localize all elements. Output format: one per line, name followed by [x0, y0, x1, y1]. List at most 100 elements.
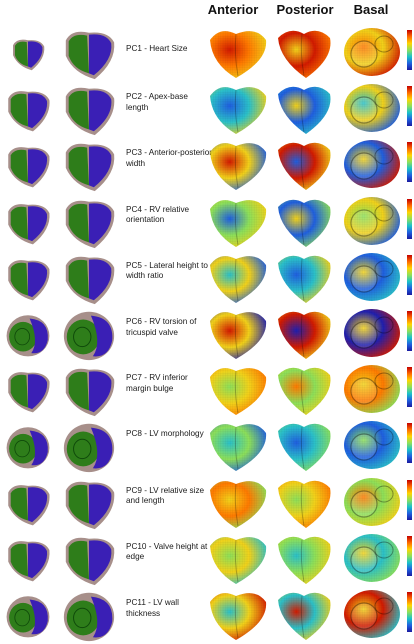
shape-model-low — [8, 540, 50, 582]
shape-model-low — [8, 259, 50, 301]
colorbar — [407, 479, 412, 520]
anterior-heatmap — [210, 143, 267, 191]
header-posterior: Posterior — [276, 2, 334, 17]
colorbar — [407, 535, 412, 576]
rv-shape — [89, 371, 112, 413]
colorbar — [407, 254, 412, 295]
pc-label: PC6 - RV torsion of tricuspid valve — [126, 317, 197, 337]
lv-shape — [9, 602, 38, 633]
pc-row: PC2 - Apex-base length — [0, 78, 414, 136]
pc-label: PC8 - LV morphology — [126, 429, 204, 439]
shape-model-high — [65, 368, 115, 417]
rv-shape — [29, 318, 48, 354]
lv-shape — [10, 543, 28, 577]
lv-shape — [68, 203, 89, 242]
lv-shape — [66, 431, 100, 467]
pc-label: PC1 - Heart Size — [126, 44, 188, 53]
shape-model-high — [65, 256, 115, 304]
shape-model-low — [6, 427, 50, 469]
colorbar — [407, 86, 412, 127]
shape-model-high — [63, 311, 115, 361]
posterior-heatmap — [278, 311, 331, 359]
rv-shape — [29, 430, 48, 466]
posterior-heatmap — [278, 143, 331, 191]
posterior-heatmap — [278, 480, 331, 528]
pc-row: PC3 - Anterior-posterior width — [0, 134, 414, 192]
basal-heatmap — [344, 365, 400, 414]
shape-model-low — [6, 315, 50, 357]
lv-shape — [9, 321, 38, 352]
lv-shape — [66, 600, 100, 636]
shape-model-low — [8, 91, 50, 132]
shape-model-high — [63, 424, 115, 473]
pc-row: PC5 - Lateral height to width ratio — [0, 247, 414, 305]
shape-model-low — [8, 203, 50, 245]
anterior-heatmap — [210, 480, 267, 528]
pc-row: PC10 - Valve height at edge — [0, 528, 414, 586]
anterior-heatmap — [210, 31, 267, 78]
anterior-heatmap — [210, 368, 267, 416]
lv-shape — [66, 319, 100, 355]
colorbar — [407, 142, 412, 183]
lv-shape — [14, 41, 28, 67]
rv-shape — [89, 540, 112, 582]
lv-shape — [10, 262, 28, 296]
lv-shape — [10, 374, 28, 408]
basal-heatmap — [344, 196, 400, 245]
colorbar — [407, 423, 412, 464]
lv-shape — [68, 259, 89, 299]
basal-heatmap — [344, 421, 400, 470]
basal-heatmap — [344, 309, 400, 357]
header-anterior: Anterior — [207, 2, 259, 17]
shape-model-low — [8, 484, 50, 526]
rv-shape — [28, 486, 48, 522]
shape-model-low — [8, 147, 50, 188]
pc-row: PC8 - LV morphology — [0, 415, 414, 473]
pc-row: PC1 - Heart Size — [0, 22, 414, 80]
lv-shape — [10, 93, 28, 127]
rv-shape — [28, 41, 43, 68]
lv-shape — [10, 487, 28, 521]
rv-shape — [28, 262, 48, 297]
basal-heatmap — [344, 84, 400, 133]
rv-shape — [89, 34, 112, 76]
shape-model-low — [13, 39, 45, 71]
lv-shape — [10, 206, 28, 240]
basal-heatmap — [344, 590, 400, 638]
pc-row: PC6 - RV torsion of tricuspid valve — [0, 303, 414, 361]
rv-shape — [28, 93, 48, 129]
pc-label: PC11 - LV wall thickness — [126, 598, 179, 618]
pc-label: PC9 - LV relative size and length — [126, 485, 205, 506]
basal-heatmap — [344, 252, 400, 301]
shape-model-low — [8, 372, 50, 413]
lv-shape — [68, 91, 89, 130]
lv-shape — [9, 434, 38, 464]
colorbar — [407, 311, 412, 351]
rv-shape — [89, 259, 112, 301]
lv-shape — [68, 147, 89, 186]
pc-row: PC4 - RV relative orientation — [0, 191, 414, 249]
pc-label: PC10 - Valve height at edge — [126, 541, 208, 562]
basal-heatmap — [344, 28, 400, 76]
posterior-heatmap — [278, 199, 331, 247]
colorbar — [407, 30, 412, 70]
anterior-heatmap — [210, 255, 267, 303]
rv-shape — [90, 596, 113, 638]
rv-shape — [89, 202, 112, 244]
pc-label: PC3 - Anterior-posterior width — [126, 148, 213, 168]
pc-label: PC7 - RV inferior margin bulge — [126, 373, 188, 393]
colorbar — [407, 592, 412, 632]
rv-shape — [28, 149, 48, 185]
lv-shape — [68, 34, 89, 74]
shape-model-high — [65, 537, 115, 585]
pc-row: PC9 - LV relative size and length — [0, 472, 414, 530]
rv-shape — [28, 374, 48, 410]
posterior-heatmap — [278, 30, 331, 78]
shape-model-high — [65, 200, 115, 248]
rv-shape — [90, 315, 113, 357]
basal-heatmap — [344, 533, 400, 582]
colorbar — [407, 198, 412, 239]
shape-model-high — [63, 592, 115, 642]
lv-shape — [10, 150, 28, 183]
anterior-heatmap — [210, 536, 267, 584]
